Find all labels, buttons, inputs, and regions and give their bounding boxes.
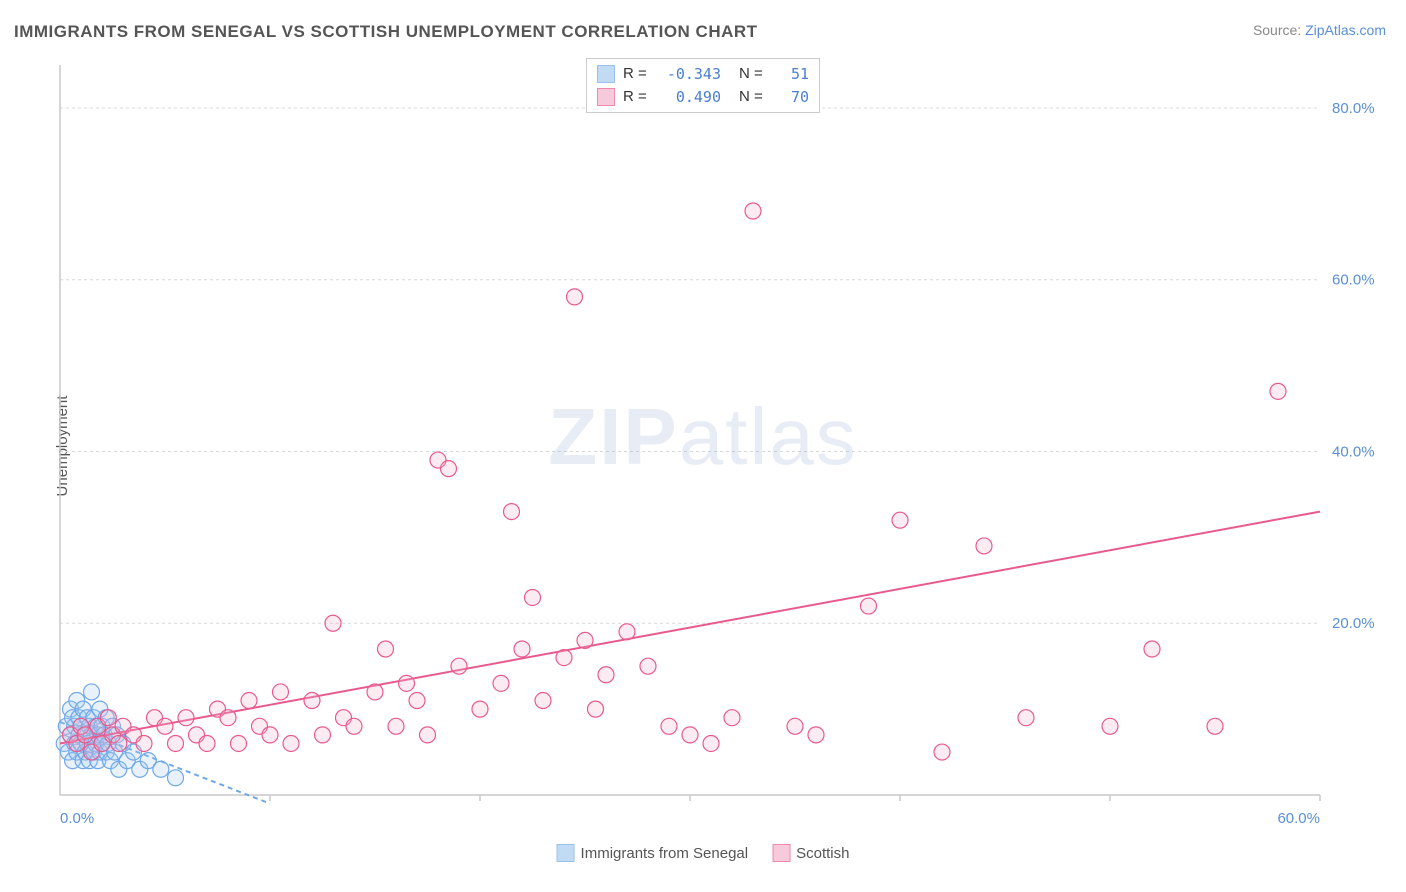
legend-swatch — [597, 88, 615, 106]
r-value: 0.490 — [659, 86, 721, 109]
legend-row: R = -0.343 N = 51 — [597, 63, 809, 86]
legend-label: Immigrants from Senegal — [581, 845, 749, 862]
legend-row: R = 0.490 N = 70 — [597, 86, 809, 109]
source-label: Source: ZipAtlas.com — [1253, 22, 1386, 38]
r-value: -0.343 — [659, 63, 721, 86]
legend-item: Scottish — [772, 844, 849, 862]
legend-label: Scottish — [796, 845, 849, 862]
svg-text:20.0%: 20.0% — [1332, 615, 1375, 632]
legend-item: Immigrants from Senegal — [557, 844, 749, 862]
chart-svg: 20.0% 40.0% 60.0% 80.0% 0.0% 60.0% — [50, 55, 1380, 835]
svg-text:60.0%: 60.0% — [1277, 810, 1320, 827]
svg-text:60.0%: 60.0% — [1332, 272, 1375, 289]
n-label: N = — [739, 86, 767, 109]
chart-title: IMMIGRANTS FROM SENEGAL VS SCOTTISH UNEM… — [14, 22, 758, 42]
series-legend: Immigrants from Senegal Scottish — [557, 844, 850, 862]
n-value: 51 — [775, 63, 809, 86]
r-label: R = — [623, 63, 651, 86]
source-link[interactable]: ZipAtlas.com — [1305, 22, 1386, 38]
legend-swatch — [597, 65, 615, 83]
legend-swatch — [772, 844, 790, 862]
svg-text:0.0%: 0.0% — [60, 810, 94, 827]
r-label: R = — [623, 86, 651, 109]
scatter-plot: 20.0% 40.0% 60.0% 80.0% 0.0% 60.0% — [50, 55, 1380, 835]
n-label: N = — [739, 63, 767, 86]
correlation-legend: R = -0.343 N = 51 R = 0.490 N = 70 — [586, 58, 820, 113]
n-value: 70 — [775, 86, 809, 109]
svg-text:40.0%: 40.0% — [1332, 443, 1375, 460]
source-prefix: Source: — [1253, 22, 1305, 38]
svg-text:80.0%: 80.0% — [1332, 100, 1375, 117]
legend-swatch — [557, 844, 575, 862]
